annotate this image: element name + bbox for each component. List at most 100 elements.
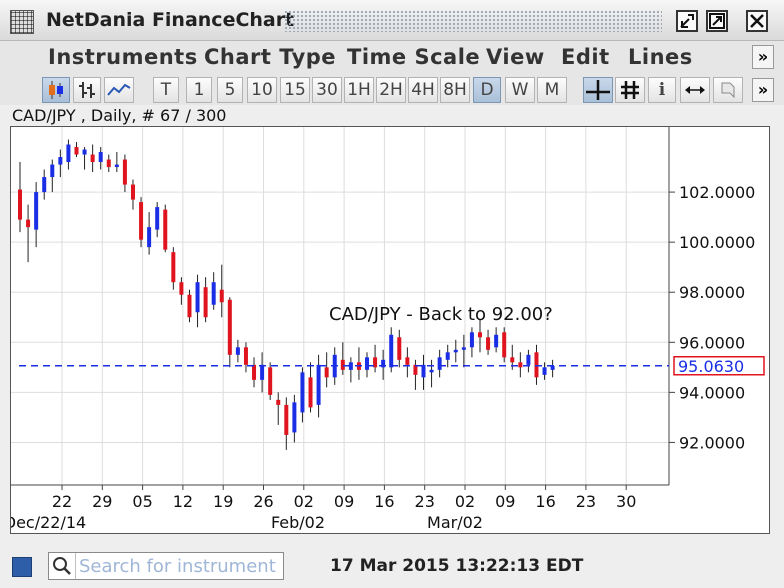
candle-body [276, 399, 281, 405]
menu-instruments[interactable]: Instruments [48, 45, 198, 69]
timeframe-1h[interactable]: 1H [344, 77, 374, 103]
timeframe-m[interactable]: M [537, 77, 567, 103]
bookmark-button[interactable] [713, 77, 743, 103]
timestamp: 17 Mar 2015 13:22:13 EDT [330, 556, 584, 576]
candle-body [421, 364, 426, 378]
candlestick-chart[interactable]: 22 29 05 12 19 26 02 09 16 23 02 09 16 23 30 Dec/22/14 F… [11, 127, 769, 533]
candle-body [550, 365, 555, 370]
y-tick-label: 94.0000 [679, 383, 745, 402]
info-button[interactable]: i [648, 77, 676, 103]
candle-body [437, 357, 442, 370]
candle-body [114, 164, 119, 168]
candle-body [429, 369, 434, 373]
chart-area[interactable]: 22 29 05 12 19 26 02 09 16 23 02 09 16 23 30 Dec/22/14 F… [10, 126, 770, 534]
app-icon [10, 10, 34, 34]
close-icon [750, 14, 764, 28]
menu-edit[interactable]: Edit [561, 45, 610, 69]
x-tick-label: 09 [334, 492, 354, 511]
x-tick-label: 23 [415, 492, 435, 511]
candle-body [477, 332, 482, 338]
x-tick-label: 02 [455, 492, 475, 511]
bookmark-icon [721, 82, 735, 99]
timeframe-w[interactable]: W [505, 77, 535, 103]
candle-body [179, 282, 184, 295]
crosshair-button[interactable] [583, 77, 613, 103]
x-tick-label: 22 [52, 492, 72, 511]
candle-body [171, 252, 176, 283]
candle-body [243, 347, 248, 365]
candle-body [211, 282, 216, 305]
status-indicator[interactable] [12, 557, 32, 577]
x-tick-label: 30 [616, 492, 636, 511]
crosshair-icon [586, 80, 610, 100]
menu-bar: Instruments Chart Type Time Scale View E… [0, 41, 784, 73]
candle-body [50, 164, 55, 178]
info-icon: i [658, 80, 666, 100]
timeframe-1[interactable]: 1 [186, 77, 212, 103]
timeframe-4h[interactable]: 4H [408, 77, 438, 103]
title-bar-grip[interactable] [284, 10, 662, 32]
grid-icon [621, 81, 639, 99]
candle-body [252, 364, 257, 380]
timeframe-10[interactable]: 10 [247, 77, 277, 103]
month-label: Mar/02 [427, 513, 483, 532]
candle-body [163, 209, 168, 250]
candle-body [106, 159, 111, 168]
status-bar: 17 Mar 2015 13:22:13 EDT [0, 544, 784, 588]
candlestick-icon [49, 81, 63, 99]
toolbar-overflow-button[interactable]: » [752, 78, 774, 102]
y-tick-label: 100.0000 [679, 233, 755, 252]
candle-body [445, 352, 450, 360]
title-bar: NetDania FinanceChart [0, 0, 784, 41]
y-tick-label: 102.0000 [679, 183, 755, 202]
timeframe-8h[interactable]: 8H [440, 77, 470, 103]
candle-body [453, 349, 458, 353]
x-tick-label: 05 [132, 492, 152, 511]
menu-time-scale[interactable]: Time Scale [347, 45, 481, 69]
chart-annotation: CAD/JPY - Back to 92.00? [329, 304, 553, 325]
x-tick-label: 09 [495, 492, 515, 511]
x-tick-label: 16 [535, 492, 555, 511]
ohlc-bar-button[interactable] [73, 77, 101, 103]
grid-button[interactable] [615, 77, 645, 103]
menu-chart-type[interactable]: Chart Type [204, 45, 337, 69]
candle-body [260, 364, 265, 380]
menu-lines[interactable]: Lines [628, 45, 693, 69]
menu-overflow-button[interactable]: » [752, 45, 774, 69]
candle-body [381, 359, 386, 368]
x-tick-label: 16 [374, 492, 394, 511]
search-box[interactable] [48, 552, 284, 580]
timeframe-15[interactable]: 15 [280, 77, 310, 103]
search-icon [53, 557, 71, 575]
candle-body [18, 189, 22, 220]
candle-body [365, 357, 370, 370]
line-chart-button[interactable] [104, 77, 134, 103]
candle-body [397, 337, 402, 360]
minimize-button[interactable] [676, 10, 698, 32]
candle-body [235, 347, 240, 355]
candle-body [413, 364, 418, 375]
search-icon-box[interactable] [49, 553, 76, 579]
candle-body [534, 352, 539, 378]
search-input[interactable] [79, 555, 279, 577]
timeframe-5[interactable]: 5 [217, 77, 243, 103]
candle-body [324, 367, 329, 378]
menu-view[interactable]: View [486, 45, 545, 69]
timeframe-2h[interactable]: 2H [376, 77, 406, 103]
timeframe-t[interactable]: T [153, 77, 179, 103]
scroll-button[interactable] [680, 77, 710, 103]
maximize-icon [709, 13, 725, 29]
candle-body [227, 299, 232, 355]
candle-body [292, 402, 297, 433]
candle-body [26, 219, 31, 228]
candlestick-button[interactable] [42, 77, 70, 103]
timeframe-d[interactable]: D [473, 77, 501, 103]
maximize-button[interactable] [706, 10, 728, 32]
candle-body [308, 377, 313, 408]
current-price-label: 95.0630 [678, 357, 744, 376]
candle-body [268, 367, 273, 395]
close-button[interactable] [746, 10, 768, 32]
minimize-icon [680, 14, 694, 28]
timeframe-30[interactable]: 30 [312, 77, 342, 103]
toolbar: T 1 5 10 15 30 1H 2H 4H 8H D W M i » [0, 73, 784, 105]
